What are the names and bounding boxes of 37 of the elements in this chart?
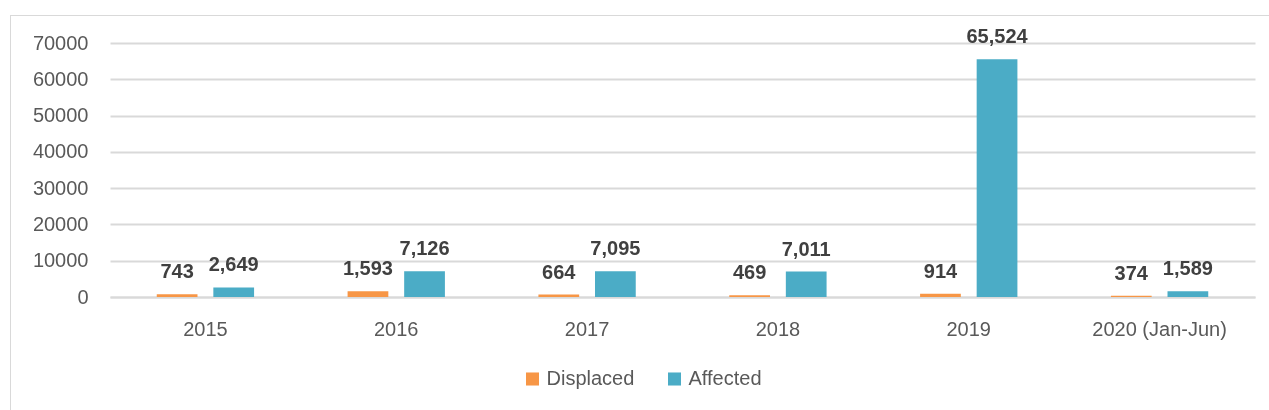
y-tick-label: 40000 xyxy=(32,140,89,163)
data-label: 65,524 xyxy=(966,25,1029,48)
y-tick-label: 0 xyxy=(77,285,89,308)
x-tick-label: 2018 xyxy=(755,317,801,340)
data-label: 7,095 xyxy=(590,237,641,260)
data-label: 1,589 xyxy=(1162,257,1213,280)
y-tick-label: 60000 xyxy=(32,67,89,90)
y-tick-label: 50000 xyxy=(32,104,89,127)
legend-label: Displaced xyxy=(546,367,635,389)
x-tick-label: 2020 (Jan-Jun) xyxy=(1092,317,1227,340)
bar xyxy=(1167,291,1209,297)
y-tick-label: 20000 xyxy=(32,212,89,235)
legend-label: Affected xyxy=(688,367,762,389)
bar xyxy=(785,271,827,297)
x-tick-label: 2016 xyxy=(374,317,419,340)
bar xyxy=(347,291,389,297)
y-tick-label: 10000 xyxy=(32,249,89,272)
data-label: 664 xyxy=(542,260,577,283)
data-label: 914 xyxy=(923,259,959,282)
data-label: 7,126 xyxy=(399,237,450,260)
data-label: 469 xyxy=(732,261,767,284)
bar xyxy=(404,271,445,297)
y-tick-label: 30000 xyxy=(32,176,89,199)
bar xyxy=(595,271,636,297)
data-label: 743 xyxy=(160,260,194,283)
bar xyxy=(920,293,961,297)
x-tick-label: 2015 xyxy=(183,317,228,340)
data-label: 1,593 xyxy=(342,257,393,280)
x-tick-label: 2017 xyxy=(564,317,610,340)
bar xyxy=(976,59,1018,297)
y-tick-label: 70000 xyxy=(32,31,89,54)
data-label: 374 xyxy=(1114,261,1149,284)
data-label: 7,011 xyxy=(781,237,831,260)
bar xyxy=(213,287,255,297)
data-label: 2,649 xyxy=(208,253,259,276)
x-tick-label: 2019 xyxy=(946,317,991,340)
bar xyxy=(156,294,198,297)
